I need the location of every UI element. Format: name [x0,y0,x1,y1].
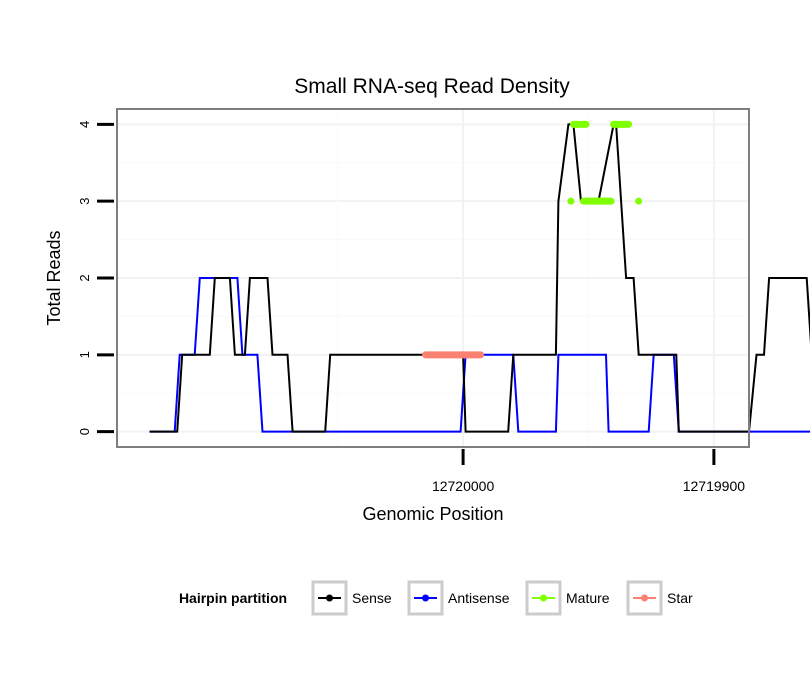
legend-label: Mature [566,590,610,606]
legend-label: Antisense [448,590,510,606]
legend-key-point [641,594,648,602]
legend-title: Hairpin partition [179,590,287,606]
point-mature [567,197,575,205]
y-tick-label: 3 [77,198,92,205]
y-tick-label: 4 [77,121,92,128]
legend-item-sense: Sense [311,580,392,616]
series-line-sense [149,123,810,433]
x-tick-label: 12720000 [432,478,495,494]
y-tick-label: 2 [77,274,92,281]
plot-border [116,108,750,448]
y-tick-label: 0 [77,428,92,435]
x-tick-label: 12719900 [683,478,746,494]
legend-key-point [422,594,429,602]
legend-item-antisense: Antisense [407,580,510,616]
legend: Hairpin partition Sense Antisense Mature St… [179,580,693,616]
point-mature [635,197,643,205]
chart-title: Small RNA-seq Read Density [294,75,570,98]
legend-label: Sense [352,590,392,606]
legend-item-star: Star [626,580,693,616]
legend-label: Star [667,590,693,606]
x-axis-label: Genomic Position [362,504,503,524]
x-axis: 12720000 12719900 [432,449,745,494]
legend-key-point [540,594,547,602]
y-tick-label: 1 [77,351,92,358]
y-axis-label: Total Reads [44,230,64,325]
highlight-layer [421,120,643,359]
y-axis: 0 1 2 3 4 [77,121,114,435]
legend-key-point [326,594,333,602]
series-layer [149,123,810,433]
legend-item-mature: Mature [525,580,610,616]
